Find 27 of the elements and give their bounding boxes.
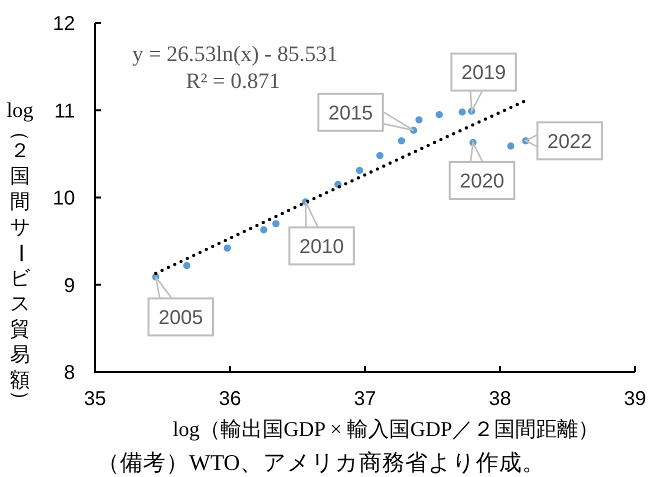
x-tick-label: 35 — [84, 388, 106, 410]
x-tick-label: 38 — [488, 388, 512, 410]
y-tick-label: 8 — [64, 362, 75, 384]
y-tick-label: 12 — [52, 13, 75, 35]
annotation: 2022 — [547, 130, 592, 153]
x-label: log（輸出国GDP × 輸入国GDP／２国間距離） — [172, 417, 600, 441]
annotation: （備考）WTO、アメリカ商務省より作成。 — [97, 450, 545, 475]
callout: 2020 — [448, 140, 516, 200]
annotation: 2020 — [460, 170, 504, 193]
x-tick-label: 39 — [624, 388, 646, 410]
y-tick-label: 10 — [52, 188, 75, 210]
annotation: 2010 — [299, 236, 344, 258]
x-tick-label: 37 — [354, 388, 376, 410]
annotation: 2015 — [328, 102, 373, 124]
annotation: y = 26.53ln(x) - 85.531 — [132, 41, 338, 66]
callout: 2022 — [524, 121, 603, 160]
callout: 2005 — [148, 276, 214, 336]
y-tick-label: 9 — [64, 274, 75, 297]
callout: 2015 — [317, 92, 414, 132]
y-label: log（２国間サービス貿易額） — [6, 98, 34, 410]
annotation: R² = 0.871 — [186, 68, 280, 93]
callout: 2019 — [450, 52, 517, 114]
x-tick-label: 36 — [218, 388, 242, 410]
annotation: 2019 — [461, 62, 506, 84]
annotation: 2005 — [158, 306, 203, 329]
y-tick-label: 11 — [54, 100, 75, 122]
callout: 2010 — [288, 201, 355, 266]
